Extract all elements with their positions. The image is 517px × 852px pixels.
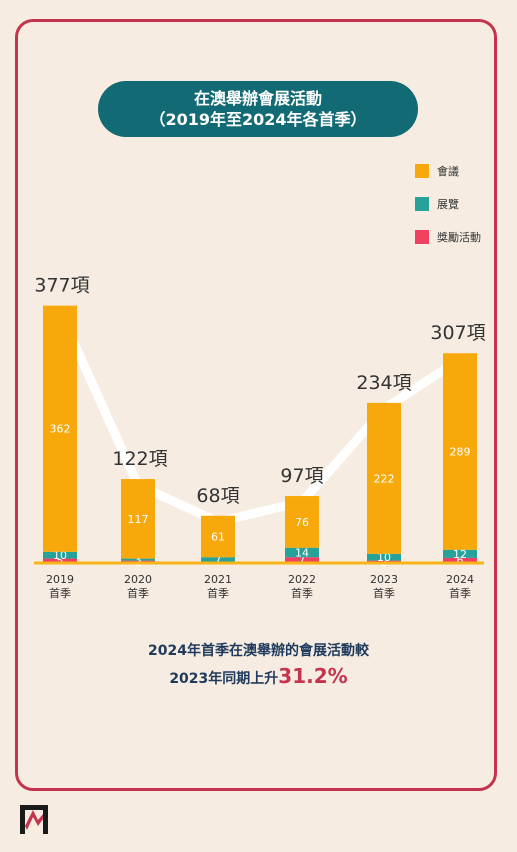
bar-exhibition-0 <box>43 551 77 559</box>
data-label-incentive-0: 5 <box>57 554 64 567</box>
bar-exhibition-2 <box>201 557 235 562</box>
title-line-1: 在澳舉辦會展活動 <box>193 89 322 108</box>
legend-label-meeting: 會議 <box>437 164 459 178</box>
data-label-meeting-5: 289 <box>450 446 471 459</box>
x-tick-quarter-2: 首季 <box>207 586 229 600</box>
x-tick-year-0: 2019 <box>46 573 74 586</box>
legend-swatch-incentive <box>415 230 429 244</box>
bar-exhibition-4 <box>367 553 401 561</box>
chart-title: 在澳舉辦會展活動 （2019年至2024年各首季） <box>98 81 418 137</box>
bar-meeting-5 <box>443 353 477 550</box>
data-label-meeting-3: 76 <box>295 516 309 529</box>
summary-highlight: 31.2% <box>278 664 348 688</box>
x-tick-quarter-0: 首季 <box>49 586 71 600</box>
bar-meeting-0 <box>43 305 77 552</box>
x-tick-year-3: 2022 <box>288 573 316 586</box>
trend-line <box>55 307 465 527</box>
summary-prefix: 2023年同期上升 <box>169 671 279 687</box>
x-tick-quarter-4: 首季 <box>373 586 395 600</box>
data-label-incentive-5: 6 <box>457 554 464 567</box>
legend-swatch-exhibition <box>415 197 429 211</box>
data-label-meeting-1: 117 <box>128 513 149 526</box>
legend-swatch-meeting <box>415 164 429 178</box>
data-label-exhibition-5: 12 <box>453 548 467 561</box>
bar-exhibition-5 <box>443 549 477 558</box>
x-tick-year-1: 2020 <box>124 573 152 586</box>
bar-incentive-0 <box>43 558 77 562</box>
x-tick-quarter-3: 首季 <box>291 586 313 600</box>
title-line-2: （2019年至2024年各首季） <box>149 110 367 129</box>
data-label-meeting-0: 362 <box>50 423 71 436</box>
total-label-0: 377項 <box>34 275 89 297</box>
bar-meeting-1 <box>121 479 155 559</box>
total-label-2: 68項 <box>196 485 239 507</box>
logo-icon <box>20 805 48 834</box>
bar-meeting-2 <box>201 515 235 558</box>
data-label-incentive-3: 7 <box>299 554 306 567</box>
summary-line-2: 2023年同期上升31.2% <box>0 664 517 688</box>
total-label-4: 234項 <box>356 372 411 394</box>
x-tick-year-2: 2021 <box>204 573 232 586</box>
x-tick-year-4: 2023 <box>370 573 398 586</box>
bar-incentive-5 <box>443 557 477 562</box>
data-label-exhibition-2: 7 <box>215 554 222 567</box>
summary-line-1: 2024年首季在澳舉辦的會展活動較 <box>148 643 369 659</box>
bar-meeting-4 <box>367 402 401 554</box>
bar-incentive-1 <box>121 560 155 562</box>
data-label-meeting-4: 222 <box>374 472 395 485</box>
legend-label-incentive: 獎勵活動 <box>437 230 481 244</box>
legend-label-exhibition: 展覽 <box>437 198 459 211</box>
total-label-5: 307項 <box>430 322 485 344</box>
data-label-exhibition-0: 10 <box>53 549 67 562</box>
x-tick-quarter-1: 首季 <box>127 586 149 600</box>
total-label-1: 122項 <box>112 448 167 470</box>
bar-meeting-3 <box>285 496 319 548</box>
x-tick-year-5: 2024 <box>446 573 474 586</box>
data-label-exhibition-4: 10 <box>377 551 391 564</box>
bar-incentive-3 <box>285 557 319 562</box>
card-frame <box>15 19 497 791</box>
data-label-exhibition-3: 14 <box>295 546 309 559</box>
x-tick-quarter-5: 首季 <box>449 586 471 600</box>
data-label-exhibition-1: 3 <box>135 554 142 567</box>
bar-incentive-4 <box>367 560 401 562</box>
bar-exhibition-3 <box>285 547 319 558</box>
data-label-meeting-2: 61 <box>211 531 225 544</box>
bar-exhibition-1 <box>121 558 155 561</box>
total-label-3: 97項 <box>280 465 323 487</box>
